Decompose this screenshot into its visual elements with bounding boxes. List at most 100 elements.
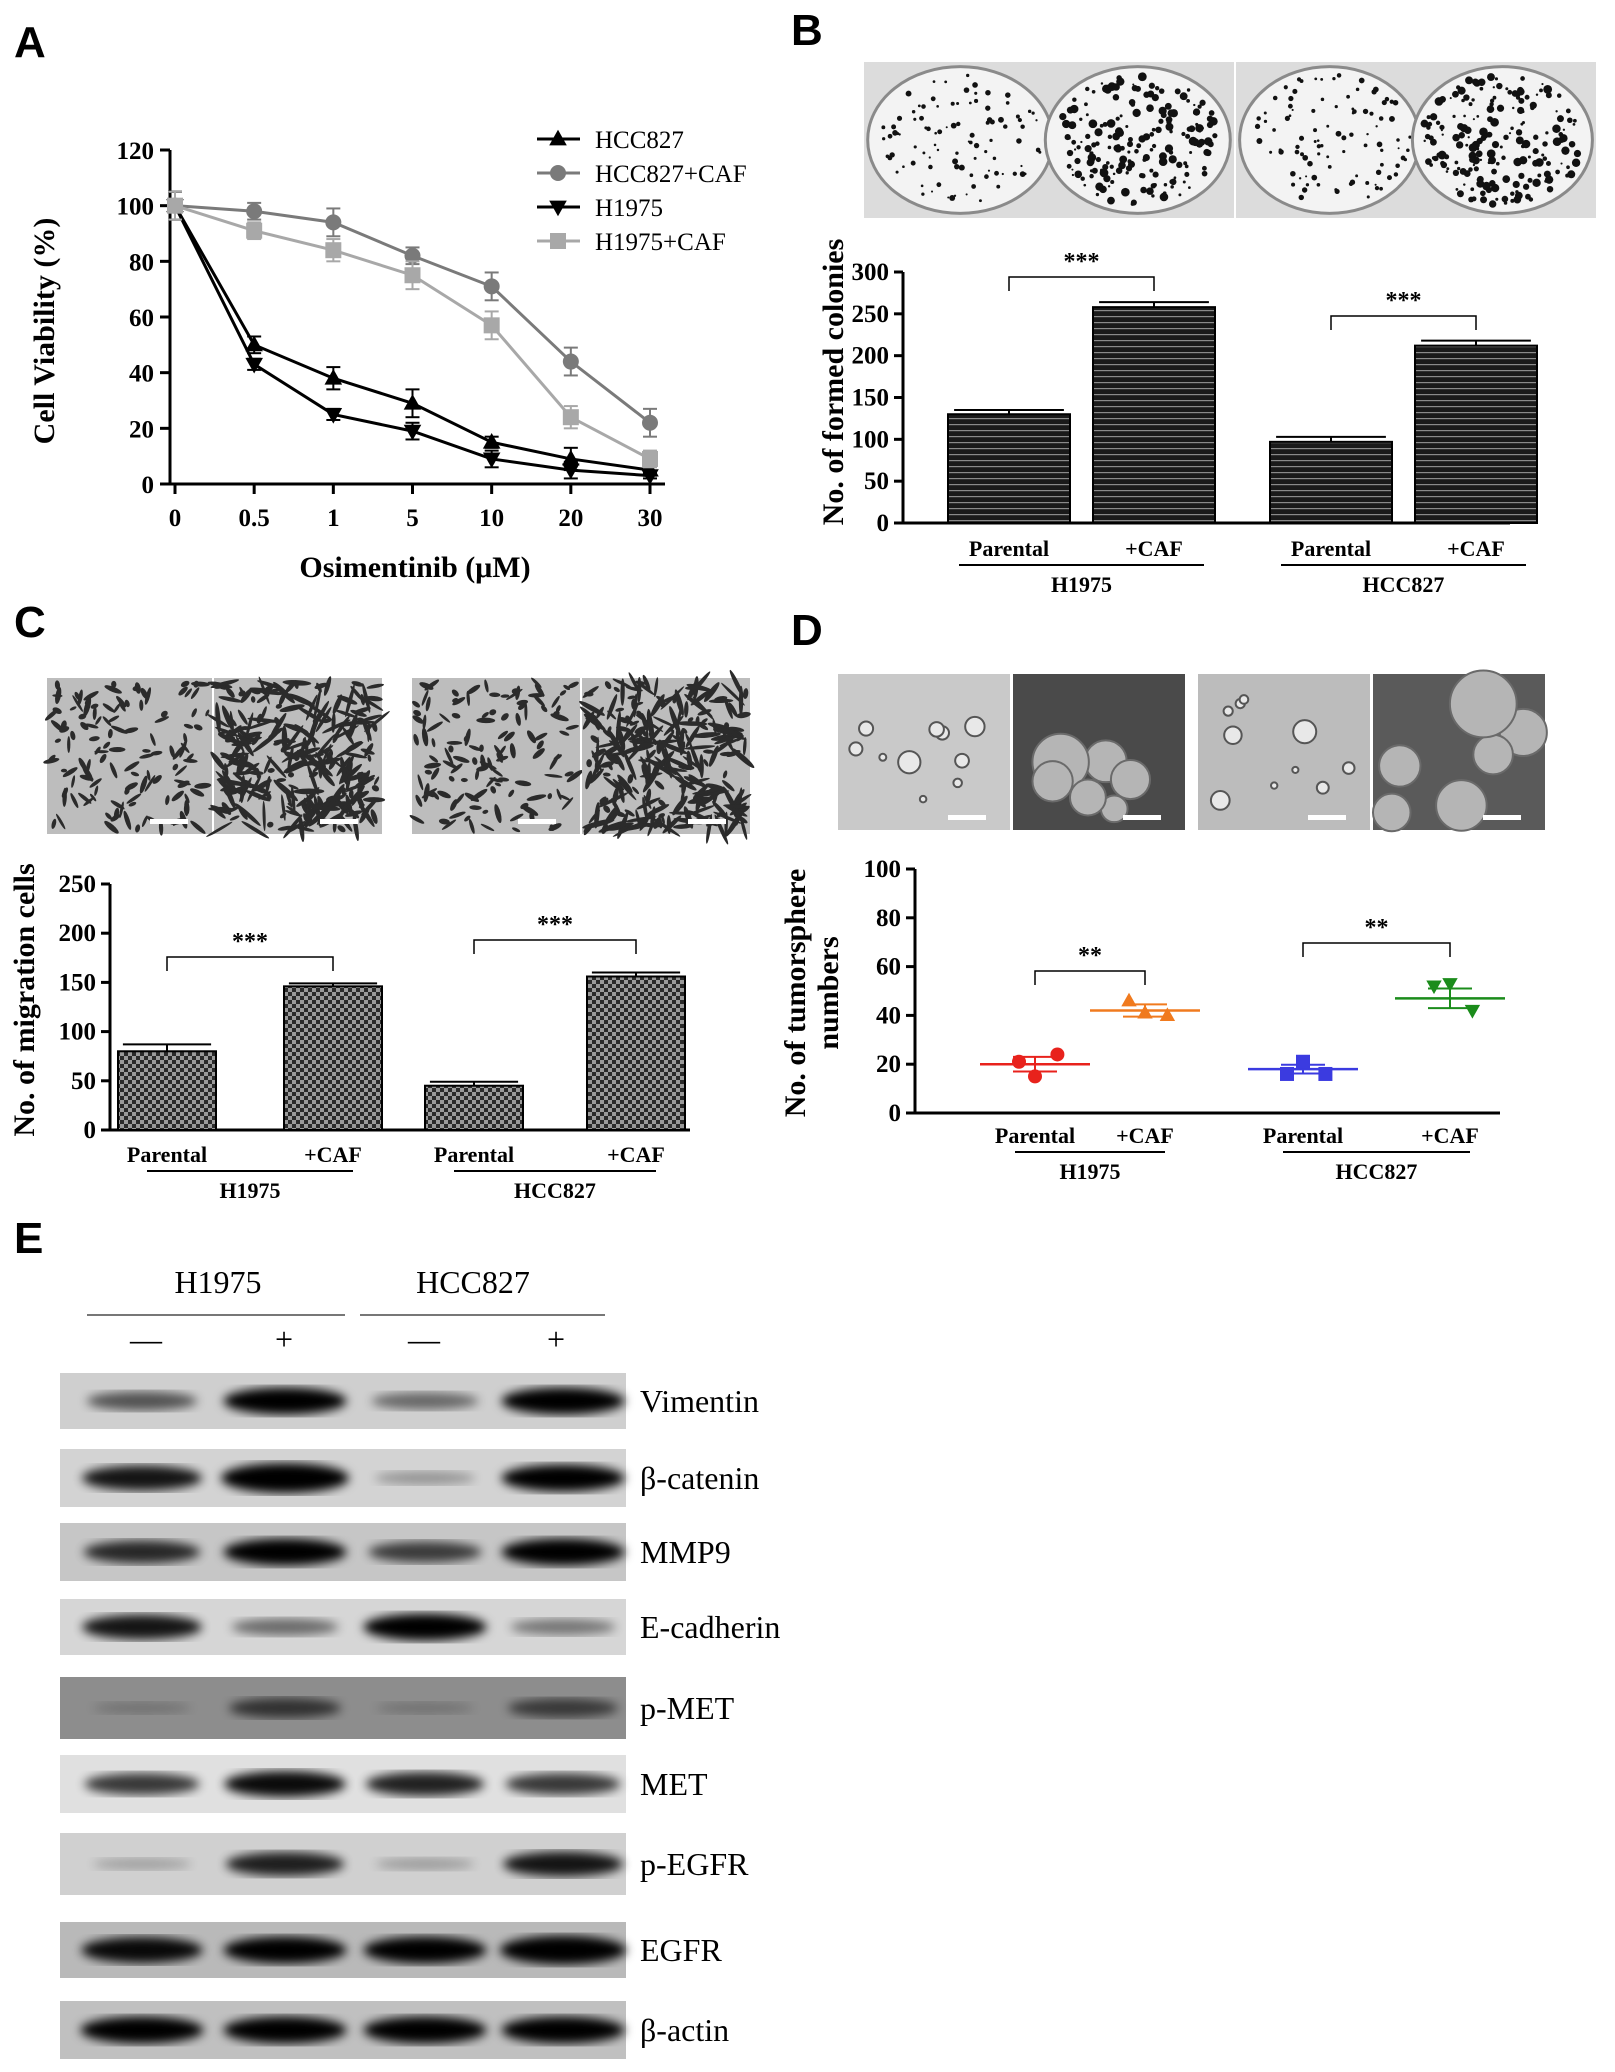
colony-dot — [1535, 93, 1539, 96]
migration-cell — [450, 799, 458, 811]
migration-cell — [481, 712, 489, 718]
migration-cell — [632, 786, 640, 795]
colony-dot — [1389, 116, 1395, 122]
colony-dot — [1143, 91, 1150, 98]
colony-dot — [1475, 150, 1483, 158]
chart-a-x-tick-label: 0.5 — [239, 505, 270, 532]
migration-cell — [559, 730, 570, 736]
colony-dot — [892, 130, 898, 136]
migration-cell — [696, 790, 730, 797]
colony-dot — [1552, 124, 1561, 133]
migration-cell — [70, 730, 76, 741]
migration-cell — [343, 752, 368, 759]
colony-dot — [1314, 77, 1318, 81]
migration-cell — [561, 797, 574, 810]
migration-cell — [165, 795, 170, 806]
colony-dot — [913, 145, 917, 149]
colony-dot — [969, 173, 974, 178]
migration-cell — [585, 770, 593, 790]
colony-dot — [1510, 191, 1515, 196]
migration-cell — [314, 745, 334, 758]
chart-category-label: +CAF — [1421, 1123, 1479, 1148]
migration-cell — [315, 752, 326, 768]
colony-dot — [1095, 192, 1100, 197]
colony-dot — [1298, 194, 1304, 201]
migration-cell — [111, 680, 117, 688]
migration-cell — [599, 796, 607, 802]
colony-dot — [1112, 94, 1120, 101]
migration-cell — [70, 793, 79, 809]
colony-dot — [1151, 93, 1159, 102]
colony-dot — [1110, 179, 1115, 185]
colony-dot — [1173, 178, 1176, 181]
colony-dot — [1556, 93, 1562, 98]
colony-dot — [968, 101, 972, 105]
migration-cell — [501, 713, 509, 721]
blot-band — [223, 1387, 347, 1415]
colony-dot — [1487, 73, 1495, 82]
migration-cell — [565, 724, 579, 730]
colony-dot — [1346, 94, 1350, 99]
colony-dot — [1332, 76, 1336, 81]
blot-band — [82, 1614, 202, 1640]
migration-cell — [225, 687, 235, 698]
blot-row-6: p-EGFR — [60, 1833, 749, 1895]
colony-dot — [1454, 160, 1459, 165]
colony-dot — [1183, 96, 1187, 100]
migration-cell — [48, 754, 56, 762]
migration-cell — [627, 774, 634, 784]
migration-cell — [216, 772, 241, 795]
chart-d-point — [1028, 1069, 1042, 1084]
migration-cell — [541, 705, 548, 713]
chart-bar — [424, 1084, 524, 1131]
colony-dot — [1533, 134, 1539, 140]
chart-a-x-tick-label: 0 — [169, 505, 182, 532]
migration-cell — [273, 681, 295, 704]
chart-a-point — [482, 452, 501, 469]
colony-dot — [1302, 154, 1309, 161]
migration-cell — [231, 737, 247, 758]
migration-cell — [235, 803, 261, 827]
colony-dot — [1102, 121, 1108, 127]
colony-dot — [1091, 142, 1097, 148]
colony-dot — [1105, 161, 1110, 165]
migration-cell — [660, 686, 685, 710]
chart-bar — [117, 1050, 217, 1132]
migration-cell — [124, 699, 130, 708]
colony-dot — [1521, 139, 1531, 149]
colony-dot — [1095, 142, 1098, 145]
migration-cell — [365, 695, 383, 702]
tumorsphere — [1448, 669, 1518, 739]
chart-y-tick-label: 150 — [59, 969, 97, 996]
colony-dot — [1519, 156, 1528, 165]
chart-a-x-tick-label: 10 — [479, 505, 504, 532]
chart-a-legend-label: H1975+CAF — [595, 229, 726, 256]
colony-dot — [1499, 145, 1503, 149]
colony-dot — [1099, 168, 1104, 172]
colony-dot — [1164, 102, 1172, 110]
chart-a-x-tick-label: 30 — [638, 505, 663, 532]
colony-dot — [1158, 88, 1165, 94]
colony-dot — [1565, 108, 1571, 114]
colony-dot — [1366, 195, 1370, 199]
migration-micrographs — [43, 669, 755, 845]
colony-dot — [1491, 140, 1500, 149]
colony-dot — [1199, 99, 1206, 106]
colony-dot — [1439, 96, 1446, 103]
migration-cell — [207, 714, 230, 728]
migration-cell — [622, 749, 637, 781]
colony-dot — [1185, 133, 1191, 139]
chart-d-point — [1426, 980, 1442, 995]
migration-cell — [681, 780, 687, 795]
migration-cell — [693, 795, 706, 808]
migration-cell — [425, 696, 431, 712]
chart-bar — [1414, 344, 1538, 525]
colony-dot — [1503, 134, 1509, 141]
migration-cell — [521, 805, 539, 816]
blot-row-0: Vimentin — [60, 1373, 759, 1429]
tumorsphere — [1341, 761, 1356, 775]
colony-dot — [1457, 86, 1466, 95]
migration-cell — [512, 827, 521, 833]
blot-row-1: β-catenin — [60, 1449, 759, 1507]
colony-dot — [1532, 178, 1541, 188]
